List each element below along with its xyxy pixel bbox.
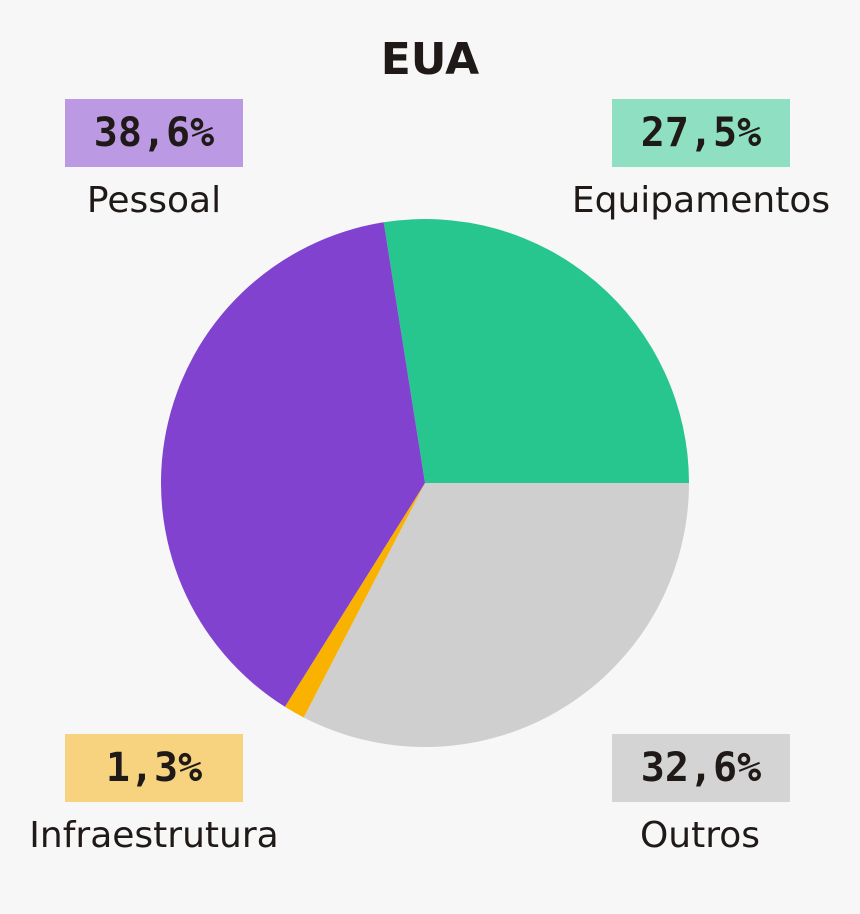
- outros-value-badge: 32,6%: [612, 734, 790, 802]
- infraestrutura-value-badge: 1,3%: [65, 734, 243, 802]
- outros-label: Outros: [639, 815, 761, 856]
- pie-slice-pessoal: [160, 222, 425, 707]
- pessoal-label: Pessoal: [86, 180, 222, 221]
- pie-slice-outros: [303, 483, 689, 747]
- pie-slice-equipamentos: [383, 219, 689, 484]
- chart-title: EUA: [380, 34, 480, 85]
- pessoal-value-badge: 38,6%: [65, 99, 243, 167]
- pie-slice-infraestrutura: [284, 483, 425, 718]
- equipamentos-label: Equipamentos: [571, 180, 831, 221]
- infraestrutura-label: Infraestrutura: [29, 815, 279, 856]
- equipamentos-value-badge: 27,5%: [612, 99, 790, 167]
